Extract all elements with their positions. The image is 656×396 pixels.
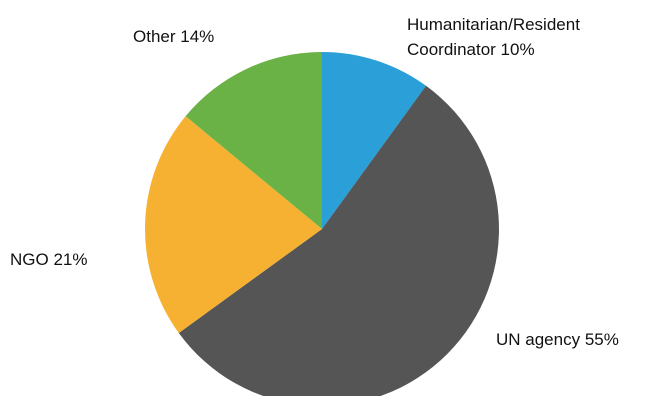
pie-slices	[144, 52, 499, 396]
slice-label-line: Other 14%	[133, 27, 214, 46]
pie-labels: Humanitarian/Resident Coordinator 10% UN a…	[10, 15, 619, 349]
slice-label-humanitarian-resident-coordinator: Humanitarian/Resident Coordinator 10%	[407, 15, 580, 59]
slice-label-line: Humanitarian/Resident	[407, 15, 580, 34]
pie-slice-other	[185, 52, 322, 229]
slice-label-other: Other 14%	[133, 27, 214, 46]
slice-label-line: UN agency 55%	[496, 330, 619, 349]
slice-label-un-agency: UN agency 55%	[496, 330, 619, 349]
pie-slice-un-agency	[178, 85, 499, 396]
pie-slice-humanitarian-resident-coordinator	[322, 52, 427, 229]
slice-label-line: Coordinator 10%	[407, 40, 535, 59]
slice-label-ngo: NGO 21%	[10, 250, 87, 269]
pie-slice-ngo	[144, 116, 322, 334]
slice-label-line: NGO 21%	[10, 250, 87, 269]
